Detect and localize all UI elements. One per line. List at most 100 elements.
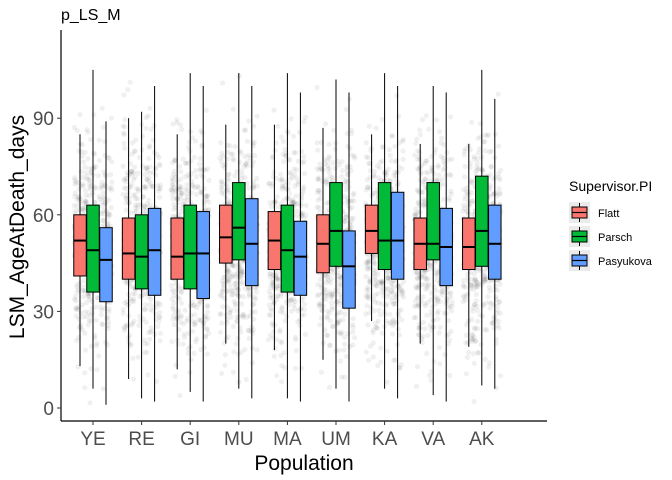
jitter-point [121, 185, 127, 191]
jitter-point [144, 349, 150, 355]
jitter-point [365, 284, 371, 290]
jitter-point [240, 294, 246, 300]
jitter-point [122, 145, 128, 151]
jitter-point [226, 190, 233, 196]
jitter-point [180, 156, 186, 162]
jitter-point [373, 268, 379, 275]
jitter-point [144, 165, 150, 171]
jitter-point [495, 303, 501, 309]
jitter-point [412, 213, 418, 219]
jitter-point [168, 282, 174, 288]
jitter-point [244, 180, 250, 186]
jitter-point [446, 197, 452, 203]
jitter-point [343, 212, 349, 218]
jitter-point [469, 339, 475, 345]
jitter-point [448, 191, 454, 197]
jitter-point [152, 165, 158, 171]
jitter-point [184, 191, 190, 197]
jitter-point [420, 294, 426, 300]
jitter-point [129, 298, 135, 304]
jitter-point [316, 175, 322, 181]
jitter-point [85, 310, 92, 316]
jitter-point [150, 308, 156, 314]
jitter-point [158, 182, 164, 188]
jitter-point [432, 146, 439, 152]
jitter-point [497, 177, 503, 183]
jitter-point [204, 326, 210, 332]
jitter-point [157, 161, 163, 167]
jitter-point [198, 172, 204, 178]
jitter-point [325, 166, 331, 172]
jitter-point [291, 199, 297, 205]
jitter-point [189, 328, 196, 334]
jitter-point [303, 202, 309, 209]
jitter-point [278, 171, 284, 177]
jitter-point [89, 165, 95, 171]
jitter-point [105, 314, 111, 320]
jitter-point [339, 168, 346, 174]
jitter-point [390, 301, 397, 307]
jitter-point [389, 298, 395, 304]
jitter-point [130, 376, 137, 382]
jitter-point [278, 134, 284, 140]
jitter-point [184, 316, 190, 322]
jitter-point [317, 322, 323, 328]
jitter-point [226, 269, 232, 275]
jitter-point [366, 259, 372, 265]
jitter-point [367, 343, 374, 349]
jitter-point [485, 294, 491, 300]
jitter-point [93, 163, 99, 169]
jitter-point [220, 285, 226, 291]
jitter-point [129, 171, 135, 177]
jitter-point [365, 265, 371, 272]
jitter-point [106, 210, 112, 216]
jitter-point [328, 293, 334, 299]
jitter-point [349, 131, 355, 137]
jitter-point [246, 185, 252, 191]
jitter-point [469, 331, 475, 338]
jitter-point [281, 183, 287, 189]
jitter-point [342, 374, 348, 380]
jitter-point [81, 159, 87, 165]
jitter-point [198, 128, 204, 134]
jitter-point [82, 149, 88, 155]
jitter-point [157, 186, 163, 192]
jitter-point [279, 176, 285, 182]
jitter-point [87, 184, 93, 190]
jitter-point [85, 129, 91, 135]
jitter-point [235, 335, 241, 341]
jitter-point [323, 279, 329, 285]
jitter-point [72, 293, 78, 300]
jitter-point [400, 137, 406, 143]
jitter-point [93, 304, 99, 310]
jitter-point [236, 293, 242, 299]
jitter-point [398, 282, 404, 288]
jitter-point [423, 286, 429, 292]
x-tick-label: UM [321, 429, 351, 450]
jitter-point [345, 143, 351, 149]
jitter-point [435, 164, 441, 170]
jitter-point [474, 280, 480, 286]
jitter-point [281, 159, 287, 165]
jitter-point [233, 285, 239, 291]
jitter-point [126, 195, 132, 201]
jitter-point [203, 313, 209, 319]
jitter-point [279, 304, 285, 310]
jitter-point [422, 282, 428, 288]
jitter-point [237, 159, 243, 165]
jitter-point [495, 91, 501, 97]
jitter-point [142, 350, 148, 356]
jitter-point [232, 173, 238, 179]
jitter-point [463, 146, 469, 152]
jitter-point [416, 203, 423, 209]
jitter-point [226, 171, 232, 177]
jitter-point [229, 262, 235, 268]
jitter-point [446, 318, 452, 324]
jitter-point [277, 329, 283, 335]
jitter-point [417, 132, 423, 138]
legend-title: Supervisor.PI [569, 178, 652, 194]
jitter-point [414, 187, 420, 193]
jitter-point [109, 179, 115, 185]
jitter-point [274, 270, 281, 276]
jitter-point [317, 161, 323, 167]
